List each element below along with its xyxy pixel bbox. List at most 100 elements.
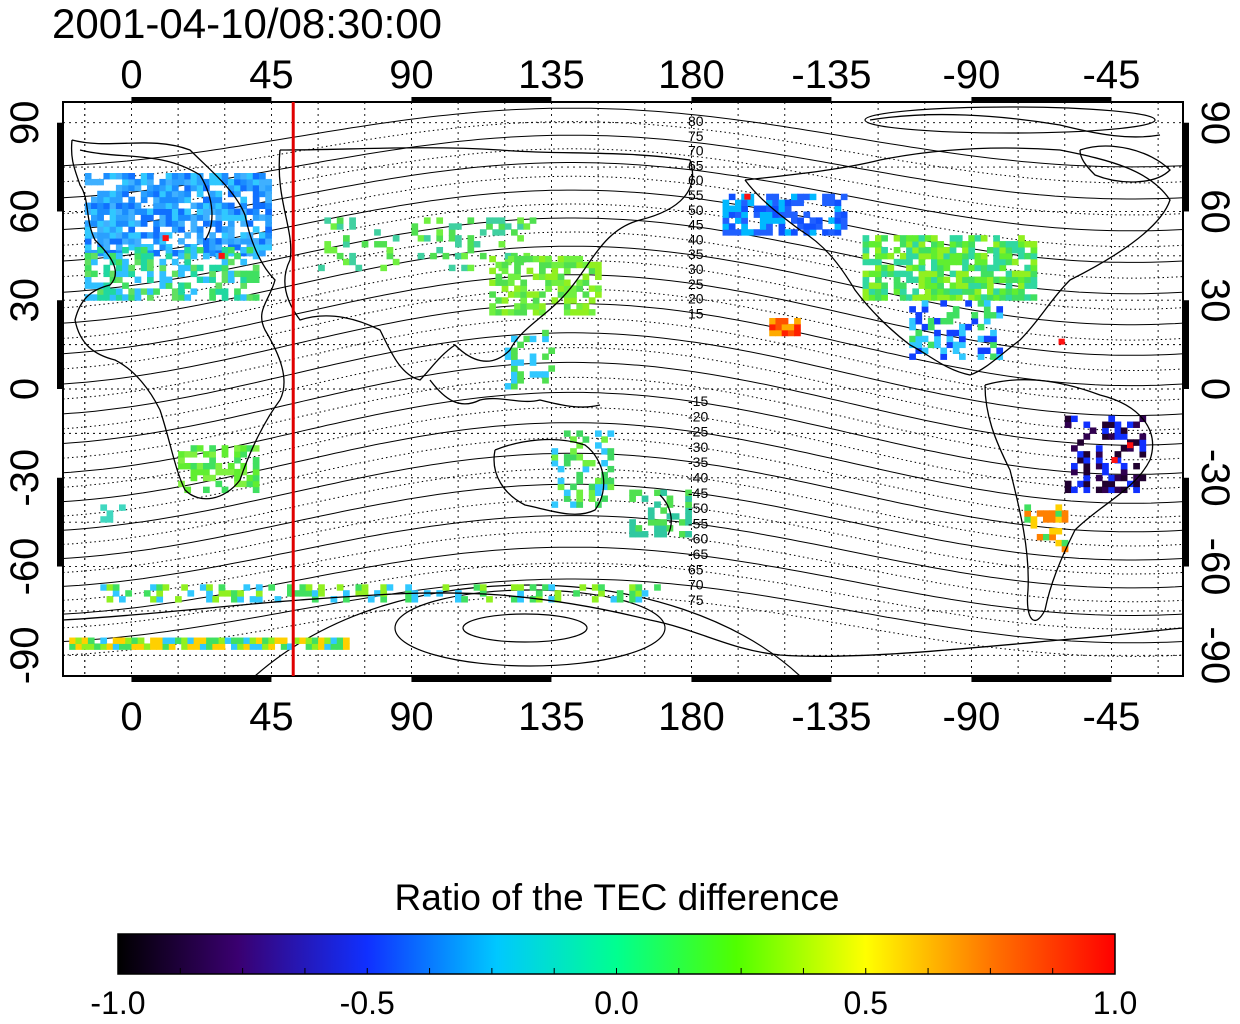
- tec-cell: [937, 294, 944, 301]
- tec-cell: [336, 584, 344, 591]
- tec-cell: [91, 220, 98, 227]
- tec-cell: [741, 199, 748, 207]
- tec-cell: [137, 643, 145, 650]
- tec-cell: [330, 596, 338, 603]
- tec-cell: [361, 584, 369, 591]
- tec-cell: [949, 270, 957, 278]
- tec-cell: [109, 190, 117, 198]
- tec-cell: [134, 238, 142, 245]
- tec-cell: [579, 584, 587, 591]
- tec-cell: [791, 217, 798, 224]
- top-longitude-label: -90: [943, 53, 1001, 97]
- tec-cell: [557, 291, 565, 298]
- tec-cell: [557, 255, 565, 263]
- tec-cell: [1030, 294, 1038, 301]
- tec-cell: [252, 244, 260, 251]
- tec-cell: [990, 335, 997, 343]
- tec-cell: [252, 486, 260, 494]
- tec-cell: [190, 178, 198, 186]
- tec-cell: [343, 241, 350, 248]
- tec-cell: [165, 208, 173, 215]
- tec-cell: [576, 261, 584, 269]
- tec-cell: [178, 190, 185, 198]
- tec-cell: [109, 202, 117, 210]
- tec-cell: [143, 590, 151, 597]
- tec-cell: [115, 214, 123, 221]
- tec-cell: [178, 178, 185, 186]
- tec-cell: [103, 294, 111, 301]
- tec-cell: [924, 276, 932, 283]
- tec-cell: [237, 590, 244, 597]
- tec-cell: [576, 309, 584, 316]
- tec-cell: [181, 584, 188, 591]
- tec-cell: [943, 252, 951, 260]
- tec-cell: [977, 335, 985, 343]
- tec-cell: [791, 199, 798, 207]
- tec-cell: [355, 584, 363, 591]
- tec-cell: [380, 264, 388, 272]
- tec-cell: [156, 590, 164, 597]
- tec-cell: [227, 178, 235, 186]
- tec-cell: [1024, 510, 1032, 517]
- tec-cell: [255, 584, 263, 591]
- tec-cell: [1102, 427, 1109, 434]
- tec-cell: [588, 297, 596, 304]
- tec-cell: [557, 465, 565, 473]
- right-latitude-label: 0: [1193, 378, 1237, 400]
- tec-cell: [924, 294, 932, 301]
- tec-cell: [156, 584, 164, 591]
- tec-cell: [1024, 516, 1032, 523]
- contour-label: -30: [688, 439, 708, 455]
- tec-cell: [265, 208, 272, 215]
- tec-cell: [993, 264, 1000, 272]
- tec-cell: [293, 590, 300, 597]
- tec-cell: [921, 335, 929, 343]
- tec-cell: [529, 371, 537, 378]
- tec-cell: [635, 596, 643, 603]
- tec-cell: [259, 232, 266, 239]
- tec-cell: [159, 208, 167, 215]
- tec-cell: [106, 510, 114, 517]
- tec-cell: [1108, 433, 1116, 440]
- tec-cell: [115, 184, 123, 192]
- tec-cell: [91, 214, 98, 221]
- tec-cell: [1083, 486, 1091, 494]
- tec-cell: [147, 288, 154, 295]
- contour-label: -35: [688, 454, 708, 470]
- tec-cell: [178, 226, 185, 233]
- tec-cell: [221, 173, 229, 180]
- tec-cell: [221, 178, 229, 186]
- tec-cell: [641, 590, 649, 597]
- tec-cell: [436, 217, 444, 224]
- tec-cell: [753, 205, 761, 212]
- tec-cell: [215, 208, 223, 215]
- tec-cell: [654, 525, 661, 532]
- tec-cell: [511, 596, 518, 603]
- tec-cell: [576, 430, 584, 437]
- tec-cell: [159, 202, 167, 210]
- contour-label: 15: [688, 305, 704, 321]
- tec-cell: [184, 451, 192, 458]
- tec-cell: [109, 294, 117, 301]
- tec-cell: [209, 264, 216, 272]
- tec-cell: [227, 190, 235, 198]
- tec-cell: [1120, 462, 1128, 470]
- tec-cell: [563, 255, 571, 263]
- tec-cell: [753, 211, 761, 218]
- tec-cell: [165, 246, 173, 254]
- tec-cell: [171, 208, 179, 215]
- tec-cell: [1036, 510, 1044, 517]
- tec-cell: [280, 637, 288, 644]
- tec-cell: [159, 238, 167, 245]
- tec-cell: [840, 211, 848, 218]
- colorbar-tick-label: 0.0: [594, 985, 638, 1021]
- tec-cell: [252, 445, 260, 452]
- tec-cell: [959, 341, 966, 349]
- tec-cell: [987, 288, 994, 295]
- tec-cell: [311, 643, 319, 650]
- tec-cell: [557, 477, 565, 485]
- tec-cell: [181, 643, 188, 650]
- tec-cell: [234, 445, 241, 452]
- tec-cell: [147, 178, 154, 186]
